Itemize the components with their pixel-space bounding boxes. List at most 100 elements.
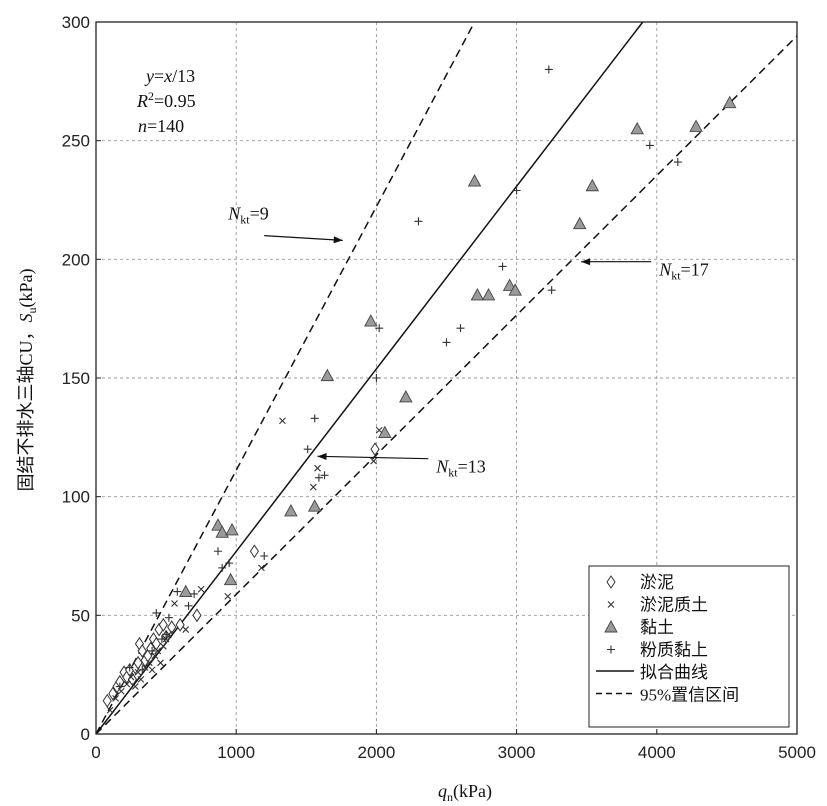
data-point-diamond [192, 608, 202, 623]
data-point-diamond [175, 617, 185, 632]
data-point-triangle [284, 503, 298, 517]
data-point-plus [115, 682, 124, 691]
x-label-unit: (kPa) [453, 781, 492, 802]
y-axis-label: 固结不排水三轴CU，Su(kPa) [16, 268, 39, 491]
data-point-plus [320, 471, 329, 480]
n-rest: =140 [147, 116, 184, 136]
data-point-plus [157, 635, 166, 644]
n-var: n [138, 116, 147, 136]
data-point-triangle [572, 216, 587, 230]
y-tick-label: 250 [62, 132, 90, 151]
data-point-triangle [467, 174, 482, 187]
fit-eq-rest: /13 [172, 66, 195, 86]
legend-label: 淤泥质土 [640, 596, 708, 615]
data-point-x [157, 659, 164, 667]
y-label-text: 固结不排水三轴CU， [16, 322, 36, 491]
confidence-line [95, 35, 798, 735]
y-tick-label: 100 [62, 488, 90, 507]
data-point-triangle [399, 390, 413, 403]
data-point-triangle [225, 522, 239, 536]
data-point-x [375, 426, 383, 434]
data-point-triangle [585, 178, 600, 192]
annotation-arrow-head [333, 236, 343, 244]
y-tick-label: 300 [62, 13, 90, 32]
data-point-plus [148, 646, 157, 655]
legend-label: 粉质黏上 [640, 641, 708, 660]
data-point-diamond [249, 544, 260, 559]
data-point-plus [225, 559, 234, 568]
data-point-triangle [378, 425, 392, 439]
data-point-x [159, 642, 167, 650]
x-axis-label: qn(kPa) [438, 781, 492, 804]
data-point-plus [547, 286, 556, 295]
data-point-x [370, 457, 377, 465]
data-point-plus [190, 589, 199, 598]
axis-ticks: 0 1000 2000 3000 4000 5000 0 50 100 150 200 250 300 [62, 13, 816, 762]
data-point-plus [372, 374, 381, 382]
data-point-plus [512, 186, 521, 195]
annotation-arrow-line [264, 235, 343, 241]
legend-marker-diamond [606, 575, 616, 589]
y-tick-label: 50 [71, 606, 90, 625]
confidence-line [95, 21, 476, 735]
legend-marker-plus [607, 645, 615, 654]
data-point-plus [314, 473, 323, 482]
y-tick-label: 0 [81, 725, 90, 744]
data-point-plus [414, 217, 423, 226]
data-point-x [171, 600, 178, 607]
data-point-plus [645, 141, 654, 150]
data-point-triangle [178, 584, 193, 598]
annotation-label: Nkt=9 [227, 204, 269, 227]
legend-label: 95%置信区间 [640, 686, 739, 705]
data-point-plus [184, 601, 193, 610]
data-point-plus [442, 338, 451, 347]
data-point-x [279, 417, 286, 425]
x-tick-label: 4000 [638, 743, 676, 762]
annotation-arrow-head [581, 258, 591, 266]
fit-eq-y: y [144, 66, 154, 86]
data-point-plus [375, 324, 384, 333]
x-tick-label: 1000 [217, 743, 255, 762]
legend-marker-triangle [604, 620, 618, 633]
r-squared: R2=0.95 [136, 89, 196, 111]
data-point-plus [173, 587, 182, 596]
x-label-sub: n [447, 790, 453, 804]
data-point-triangle [307, 499, 322, 512]
r2-rest: =0.95 [154, 91, 196, 111]
data-point-x [197, 585, 205, 593]
data-point-x [123, 680, 131, 688]
x-label-var: q [438, 781, 447, 801]
fit-lines [95, 21, 798, 735]
x-tick-label: 5000 [778, 743, 816, 762]
data-point-x [148, 666, 156, 674]
annotations: Nkt=9 Nkt=17 Nkt=13 [227, 204, 708, 480]
sample-count: n=140 [138, 116, 184, 136]
legend-marker-x [607, 601, 615, 608]
x-tick-label: 0 [91, 743, 100, 762]
data-point-triangle [320, 368, 335, 382]
data-points [102, 65, 737, 714]
data-point-plus [213, 547, 222, 556]
data-point-triangle [481, 287, 496, 301]
data-point-x [106, 706, 114, 714]
data-point-triangle [630, 121, 644, 135]
annotation-label: Nkt=13 [435, 457, 486, 480]
data-point-x [182, 626, 190, 633]
data-point-x [258, 564, 265, 572]
data-point-plus [164, 613, 173, 622]
y-label-unit: (kPa) [16, 268, 37, 307]
fit-line [95, 21, 644, 735]
legend-box [588, 565, 790, 728]
data-point-triangle [502, 278, 517, 291]
data-point-x [145, 659, 153, 667]
data-point-x [131, 683, 139, 690]
y-tick-label: 150 [62, 369, 90, 388]
fit-equation: y=x/13 [144, 66, 195, 86]
data-point-triangle [470, 287, 485, 301]
annotation-arrow-head [317, 453, 327, 461]
y-label-sub: u [25, 307, 39, 313]
data-point-x [314, 464, 321, 472]
data-point-x [224, 592, 232, 600]
data-point-x [117, 687, 125, 695]
